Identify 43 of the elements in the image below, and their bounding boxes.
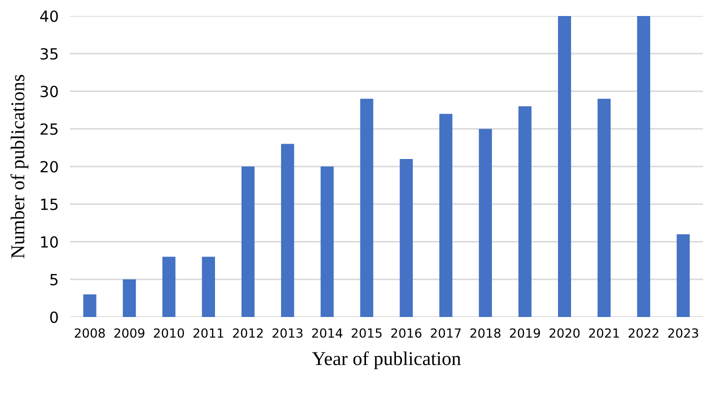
x-tick-label: 2016 xyxy=(391,328,422,338)
x-tick-label: 2013 xyxy=(272,328,302,338)
x-tick-label: 2015 xyxy=(352,328,382,338)
x-tick-label: 2009 xyxy=(114,328,144,338)
bar xyxy=(360,98,374,317)
x-tick-label: 2012 xyxy=(233,328,263,338)
bar xyxy=(281,144,294,317)
y-tick-label: 5 xyxy=(50,274,58,286)
bar xyxy=(518,106,532,317)
y-tick-label: 40 xyxy=(40,10,58,22)
x-tick-label: 2017 xyxy=(430,328,461,338)
x-tick-label: 2011 xyxy=(193,328,224,338)
bar xyxy=(676,234,690,317)
y-tick-label: 10 xyxy=(41,236,58,248)
y-tick-label: 0 xyxy=(50,311,58,324)
x-tick-label: 2018 xyxy=(470,328,500,338)
bar xyxy=(637,16,650,317)
bar xyxy=(558,16,572,317)
bar xyxy=(598,98,611,317)
x-tick-label: 2021 xyxy=(589,328,619,338)
bar xyxy=(320,166,334,317)
y-tick-label: 25 xyxy=(40,123,58,135)
y-tick-label: 30 xyxy=(40,86,58,98)
bar xyxy=(162,256,176,317)
x-tick-label: 2019 xyxy=(510,328,540,338)
x-tick-label: 2022 xyxy=(628,328,658,338)
bar xyxy=(400,158,413,317)
x-tick-label: 2020 xyxy=(550,328,580,338)
x-axis-title: Year of publication xyxy=(312,351,461,370)
bar xyxy=(83,294,96,317)
bar xyxy=(478,128,492,317)
y-tick-label: 20 xyxy=(40,160,58,173)
bar xyxy=(202,256,215,317)
bar xyxy=(242,166,255,317)
y-tick-label: 35 xyxy=(40,48,58,60)
x-tick-label: 2008 xyxy=(74,328,105,338)
y-tick-label: 15 xyxy=(41,198,58,210)
x-tick-label: 2010 xyxy=(154,328,184,338)
x-tick-label: 2023 xyxy=(668,328,698,338)
bar xyxy=(122,279,136,317)
bar xyxy=(439,114,452,317)
x-tick-label: 2014 xyxy=(312,328,342,338)
y-axis-title: Number of publications xyxy=(10,74,28,258)
